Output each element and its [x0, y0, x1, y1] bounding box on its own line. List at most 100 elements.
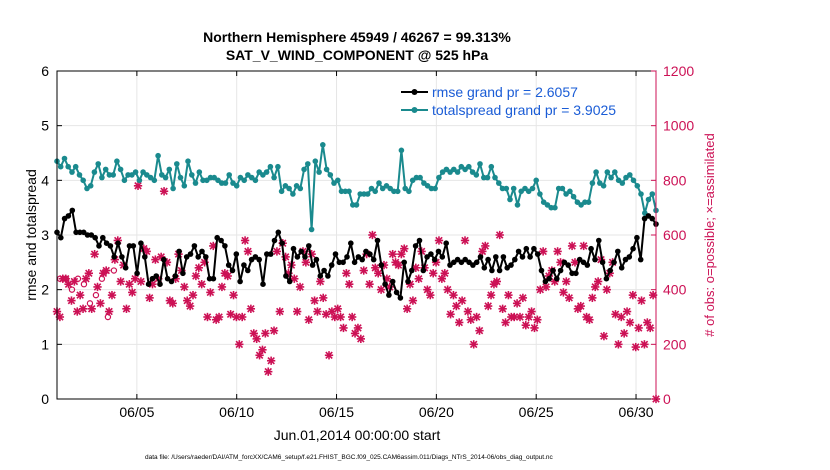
series-point-totalspread [308, 226, 315, 233]
obs-assimilated-marker [122, 304, 131, 313]
series-point-totalspread [305, 161, 311, 167]
series-point-totalspread [346, 188, 352, 195]
series-point-totalspread [196, 169, 203, 175]
series-point-totalspread [166, 166, 173, 173]
obs-assimilated-marker [538, 247, 548, 256]
obs-assimilated-marker [481, 241, 490, 251]
obs-assimilated-marker [128, 288, 137, 297]
series-point-rmse [298, 248, 305, 255]
obs-assimilated-marker [347, 312, 357, 322]
series-point-rmse [107, 243, 114, 249]
series-point-totalspread [233, 183, 240, 189]
series-point-totalspread [612, 169, 618, 175]
y-tick-label-left: 2 [41, 282, 49, 298]
y-tick-label-left: 1 [41, 336, 49, 352]
series-point-rmse [367, 251, 373, 257]
series-point-totalspread [552, 204, 558, 211]
series-point-totalspread [477, 161, 483, 167]
y-axis-right-label: # of obs: o=possible; ×=assimilated [702, 133, 717, 336]
y-tick-label-right: 600 [663, 227, 687, 243]
series-point-rmse [550, 267, 556, 274]
obs-assimilated-marker [530, 323, 539, 333]
series-point-rmse [428, 251, 434, 257]
obs-assimilated-marker [232, 312, 241, 322]
series-point-rmse [332, 251, 339, 257]
x-axis: 06/05 06/10 06/15 06/20 06/25 06/30 [119, 71, 654, 420]
series-point-totalspread [297, 185, 304, 192]
obs-assimilated-marker [269, 326, 279, 335]
series-point-rmse [241, 262, 247, 268]
series-point-rmse [412, 243, 419, 249]
obs-assimilated-marker [206, 288, 215, 297]
series-point-totalspread [189, 172, 195, 178]
obs-assimilated-marker [102, 266, 111, 275]
series-point-rmse [538, 267, 545, 274]
series-point-rmse [172, 273, 179, 279]
series-point-rmse [180, 270, 186, 277]
obs-assimilated-marker [504, 290, 513, 300]
series-point-totalspread [72, 163, 79, 170]
series-point-rmse [370, 256, 377, 263]
y-tick-label-left: 0 [41, 391, 49, 407]
y-tick-label-right: 1200 [663, 63, 694, 79]
series-point-rmse [286, 278, 293, 285]
series-point-rmse [489, 267, 495, 274]
legend-marker-rmse [411, 89, 418, 95]
obs-assimilated-marker [484, 301, 493, 311]
series-point-rmse [431, 256, 438, 263]
series-line-totalspread [56, 143, 657, 231]
y-tick-label-left: 3 [41, 227, 49, 243]
series-point-rmse [584, 262, 591, 268]
series-point-totalspread [61, 155, 68, 162]
series-point-rmse [119, 254, 125, 260]
obs-assimilated-marker [84, 269, 93, 278]
series-point-rmse [378, 262, 385, 268]
obs-assimilated-marker [588, 293, 597, 303]
series-point-rmse [203, 254, 209, 260]
series-point-rmse [496, 267, 503, 274]
series-point-totalspread [252, 177, 259, 184]
series-point-totalspread [503, 185, 510, 192]
series-point-rmse [267, 251, 274, 257]
series-point-rmse [134, 270, 140, 277]
series-point-totalspread [263, 169, 270, 175]
series-point-rmse [214, 234, 220, 241]
obs-assimilated-marker [191, 271, 201, 281]
series-point-totalspread [222, 180, 229, 186]
obs-assimilated-marker [576, 301, 585, 311]
series-point-rmse [611, 259, 617, 266]
series-point-rmse [275, 229, 282, 236]
series-point-totalspread [132, 169, 139, 175]
obs-assimilated-marker [90, 249, 99, 259]
obs-assimilated-marker [460, 236, 470, 245]
obs-assimilated-marker [617, 312, 626, 322]
obs-assimilated-marker [133, 181, 143, 190]
series-point-rmse [157, 281, 163, 288]
obs-assimilated-marker [440, 269, 449, 278]
series-point-rmse [115, 240, 121, 246]
series-point-rmse [626, 254, 633, 260]
series-point-rmse [351, 259, 358, 266]
series-point-totalspread [91, 169, 98, 175]
series-point-totalspread [69, 169, 75, 175]
series-point-rmse [596, 237, 602, 244]
obs-assimilated-marker [365, 280, 374, 289]
obs-assimilated-marker [374, 269, 383, 278]
series-point-totalspread [301, 166, 307, 173]
obs-possible-marker [110, 267, 118, 274]
series-point-totalspread [492, 174, 498, 181]
series-point-totalspread [114, 158, 120, 164]
y-tick-label-right: 800 [663, 172, 687, 188]
obs-assimilated-marker [87, 304, 96, 313]
observation-counts [52, 181, 661, 404]
series-point-rmse [493, 254, 499, 260]
obs-assimilated-marker [342, 269, 351, 278]
series-point-totalspread [634, 183, 641, 189]
x-tick-label: 06/05 [119, 404, 154, 420]
series-point-totalspread [529, 185, 536, 192]
obs-assimilated-marker [258, 345, 267, 354]
obs-assimilated-marker [93, 282, 102, 292]
series-point-rmse [65, 213, 72, 219]
series-point-totalspread [406, 188, 412, 195]
series-point-totalspread [335, 177, 341, 184]
